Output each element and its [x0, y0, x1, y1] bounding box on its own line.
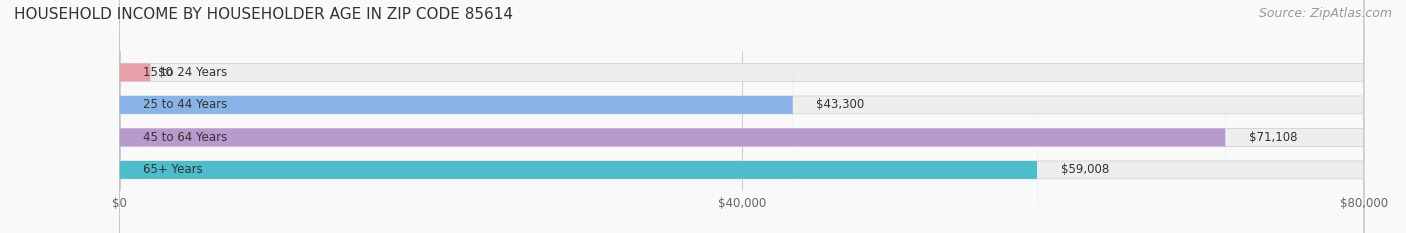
Text: 25 to 44 Years: 25 to 44 Years	[143, 98, 228, 111]
Text: $0: $0	[159, 66, 173, 79]
FancyBboxPatch shape	[120, 0, 1226, 233]
FancyBboxPatch shape	[120, 0, 793, 233]
FancyBboxPatch shape	[120, 0, 1364, 233]
Text: Source: ZipAtlas.com: Source: ZipAtlas.com	[1258, 7, 1392, 20]
FancyBboxPatch shape	[120, 0, 150, 233]
Text: 15 to 24 Years: 15 to 24 Years	[143, 66, 228, 79]
Text: HOUSEHOLD INCOME BY HOUSEHOLDER AGE IN ZIP CODE 85614: HOUSEHOLD INCOME BY HOUSEHOLDER AGE IN Z…	[14, 7, 513, 22]
Text: $59,008: $59,008	[1060, 163, 1109, 176]
Text: 45 to 64 Years: 45 to 64 Years	[143, 131, 228, 144]
Text: $71,108: $71,108	[1249, 131, 1298, 144]
Text: $43,300: $43,300	[817, 98, 865, 111]
FancyBboxPatch shape	[120, 0, 1364, 233]
FancyBboxPatch shape	[120, 0, 1364, 233]
FancyBboxPatch shape	[120, 0, 1364, 233]
Text: 65+ Years: 65+ Years	[143, 163, 202, 176]
FancyBboxPatch shape	[120, 0, 1038, 233]
